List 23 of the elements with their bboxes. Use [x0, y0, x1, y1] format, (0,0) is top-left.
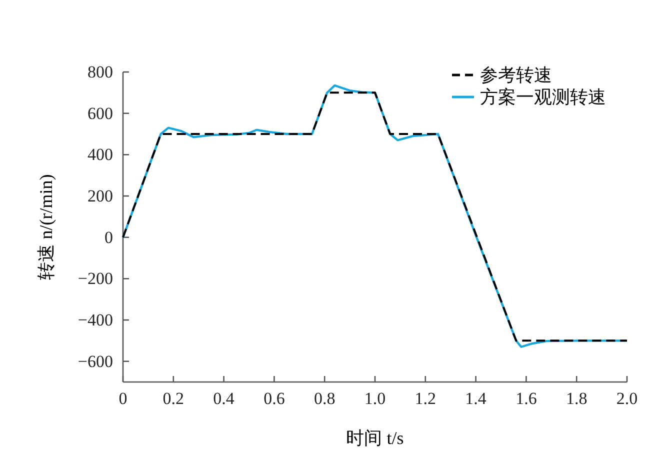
y-tick-label: −400: [78, 310, 113, 330]
y-tick-label: 200: [88, 186, 113, 206]
x-tick-label: 2.0: [616, 389, 638, 408]
y-tick-label: 800: [88, 62, 113, 82]
y-tick-label: 400: [88, 145, 113, 164]
x-tick-label: 1.6: [516, 389, 537, 408]
x-tick-label: 0: [118, 389, 128, 408]
y-tick-label: −200: [78, 269, 113, 288]
x-tick-label: 1.0: [364, 389, 386, 408]
legend-label: 方案一观测转速: [480, 87, 606, 107]
x-tick-label: 0.4: [213, 389, 235, 408]
y-tick-label: 0: [104, 228, 113, 247]
legend-label: 参考转速: [480, 65, 552, 85]
x-axis-title: 时间 t/s: [346, 428, 404, 448]
y-axis-title: 转速 n/(r/min): [36, 174, 56, 280]
x-tick-label: 0.8: [314, 389, 336, 408]
y-tick-label: −600: [78, 352, 113, 371]
x-tick-label: 0.2: [162, 389, 184, 408]
y-tick-label: 600: [88, 104, 113, 123]
x-tick-label: 1.4: [465, 389, 487, 408]
x-tick-label: 1.8: [566, 389, 588, 408]
x-tick-label: 0.6: [264, 389, 285, 408]
x-tick-label: 1.2: [414, 389, 436, 408]
